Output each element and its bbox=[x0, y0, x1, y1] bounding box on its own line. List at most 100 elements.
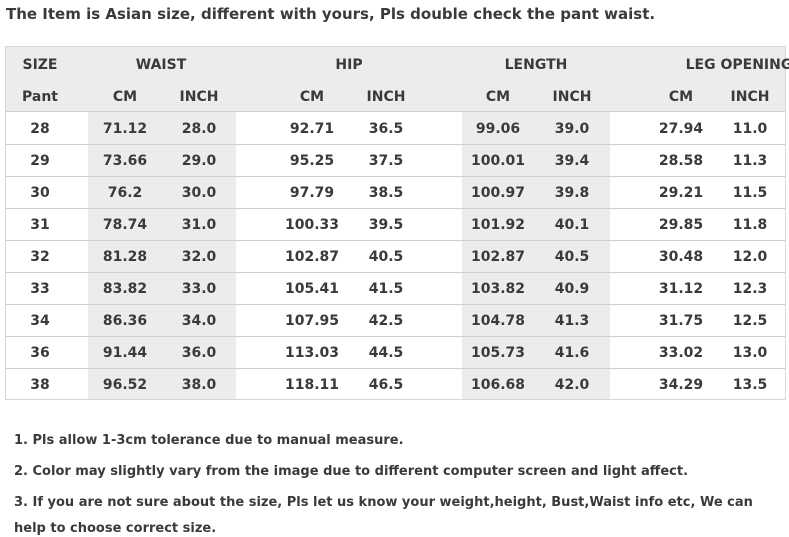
row-divider bbox=[6, 368, 785, 369]
cell-length-inch: 40.1 bbox=[554, 217, 590, 233]
cell-size: 28 bbox=[30, 121, 50, 137]
cell-leg-inch: 12.0 bbox=[732, 249, 768, 265]
cell-leg-inch: 12.3 bbox=[732, 281, 768, 297]
cell-waist-inch: 36.0 bbox=[181, 345, 217, 361]
cell-size: 31 bbox=[30, 217, 50, 233]
size-notes: 1. Pls allow 1-3cm tolerance due to manu… bbox=[14, 428, 784, 537]
cell-hip-cm: 107.95 bbox=[284, 313, 340, 329]
cell-size: 36 bbox=[30, 345, 50, 361]
group-header-leg-opening: LEG OPENING bbox=[685, 57, 789, 73]
cell-hip-inch: 44.5 bbox=[368, 345, 404, 361]
cell-hip-inch: 40.5 bbox=[368, 249, 404, 265]
cell-waist-cm: 73.66 bbox=[102, 153, 148, 169]
row-divider bbox=[6, 176, 785, 177]
cell-length-cm: 100.01 bbox=[470, 153, 526, 169]
sub-header-leg-inch: INCH bbox=[730, 89, 770, 105]
waist-column-stripe bbox=[88, 112, 236, 399]
cell-length-inch: 40.5 bbox=[554, 249, 590, 265]
cell-waist-inch: 29.0 bbox=[181, 153, 217, 169]
sub-header-length-inch: INCH bbox=[552, 89, 592, 105]
cell-waist-cm: 83.82 bbox=[102, 281, 148, 297]
cell-waist-cm: 86.36 bbox=[102, 313, 148, 329]
cell-leg-cm: 31.75 bbox=[658, 313, 704, 329]
cell-hip-inch: 37.5 bbox=[368, 153, 404, 169]
cell-waist-inch: 33.0 bbox=[181, 281, 217, 297]
sub-header-length-cm: CM bbox=[485, 89, 511, 105]
sub-header-leg-cm: CM bbox=[668, 89, 694, 105]
cell-leg-inch: 12.5 bbox=[732, 313, 768, 329]
cell-hip-cm: 113.03 bbox=[284, 345, 340, 361]
size-chart-table: SIZE WAIST HIP LENGTH LEG OPENING Pant CM INCH C… bbox=[5, 46, 789, 400]
cell-length-inch: 39.4 bbox=[554, 153, 590, 169]
cell-length-cm: 100.97 bbox=[470, 185, 526, 201]
row-divider bbox=[6, 144, 785, 145]
cell-leg-cm: 33.02 bbox=[658, 345, 704, 361]
cell-waist-cm: 91.44 bbox=[102, 345, 148, 361]
note-item: 1. Pls allow 1-3cm tolerance due to manu… bbox=[14, 433, 404, 448]
cell-waist-cm: 76.2 bbox=[107, 185, 143, 201]
cell-leg-inch: 13.0 bbox=[732, 345, 768, 361]
group-header-hip: HIP bbox=[335, 57, 363, 73]
cell-hip-cm: 97.79 bbox=[289, 185, 335, 201]
cell-hip-cm: 118.11 bbox=[284, 377, 340, 393]
cell-waist-inch: 38.0 bbox=[181, 377, 217, 393]
cell-length-cm: 106.68 bbox=[470, 377, 526, 393]
cell-length-cm: 102.87 bbox=[470, 249, 526, 265]
cell-leg-cm: 29.21 bbox=[658, 185, 704, 201]
cell-hip-cm: 102.87 bbox=[284, 249, 340, 265]
cell-waist-cm: 81.28 bbox=[102, 249, 148, 265]
length-column-stripe bbox=[462, 112, 610, 399]
cell-length-inch: 41.6 bbox=[554, 345, 590, 361]
cell-waist-inch: 30.0 bbox=[181, 185, 217, 201]
sub-header-hip-cm: CM bbox=[299, 89, 325, 105]
cell-size: 33 bbox=[30, 281, 50, 297]
size-notice-headline: The Item is Asian size, different with y… bbox=[6, 5, 656, 23]
cell-leg-inch: 11.3 bbox=[732, 153, 768, 169]
cell-hip-inch: 42.5 bbox=[368, 313, 404, 329]
cell-leg-cm: 29.85 bbox=[658, 217, 704, 233]
cell-size: 30 bbox=[30, 185, 50, 201]
cell-leg-cm: 31.12 bbox=[658, 281, 704, 297]
sub-header-hip-inch: INCH bbox=[366, 89, 406, 105]
cell-hip-inch: 41.5 bbox=[368, 281, 404, 297]
cell-length-cm: 101.92 bbox=[470, 217, 526, 233]
cell-length-cm: 104.78 bbox=[470, 313, 526, 329]
cell-leg-inch: 11.0 bbox=[732, 121, 768, 137]
cell-length-cm: 103.82 bbox=[470, 281, 526, 297]
cell-hip-cm: 92.71 bbox=[289, 121, 335, 137]
cell-length-cm: 105.73 bbox=[470, 345, 526, 361]
cell-leg-cm: 30.48 bbox=[658, 249, 704, 265]
cell-hip-cm: 95.25 bbox=[289, 153, 335, 169]
cell-waist-cm: 78.74 bbox=[102, 217, 148, 233]
cell-length-cm: 99.06 bbox=[475, 121, 521, 137]
cell-hip-inch: 38.5 bbox=[368, 185, 404, 201]
cell-leg-cm: 27.94 bbox=[658, 121, 704, 137]
cell-size: 38 bbox=[30, 377, 50, 393]
cell-leg-cm: 34.29 bbox=[658, 377, 704, 393]
cell-hip-inch: 36.5 bbox=[368, 121, 404, 137]
cell-hip-inch: 46.5 bbox=[368, 377, 404, 393]
note-item: 3. If you are not sure about the size, P… bbox=[14, 495, 753, 536]
cell-waist-inch: 28.0 bbox=[181, 121, 217, 137]
cell-size: 29 bbox=[30, 153, 50, 169]
sub-header-waist-inch: INCH bbox=[179, 89, 219, 105]
note-item: 2. Color may slightly vary from the imag… bbox=[14, 464, 689, 479]
cell-size: 32 bbox=[30, 249, 50, 265]
row-divider bbox=[6, 208, 785, 209]
sub-header-waist-cm: CM bbox=[112, 89, 138, 105]
group-header-length: LENGTH bbox=[504, 57, 568, 73]
cell-waist-cm: 96.52 bbox=[102, 377, 148, 393]
table-header-background bbox=[6, 47, 785, 112]
cell-leg-inch: 13.5 bbox=[732, 377, 768, 393]
cell-length-inch: 41.3 bbox=[554, 313, 590, 329]
cell-leg-inch: 11.5 bbox=[732, 185, 768, 201]
sub-header-pant: Pant bbox=[22, 89, 58, 105]
row-divider bbox=[6, 336, 785, 337]
cell-waist-inch: 34.0 bbox=[181, 313, 217, 329]
cell-length-inch: 42.0 bbox=[554, 377, 590, 393]
cell-hip-cm: 105.41 bbox=[284, 281, 340, 297]
row-divider bbox=[6, 240, 785, 241]
cell-length-inch: 39.0 bbox=[554, 121, 590, 137]
cell-length-inch: 39.8 bbox=[554, 185, 590, 201]
cell-waist-inch: 32.0 bbox=[181, 249, 217, 265]
